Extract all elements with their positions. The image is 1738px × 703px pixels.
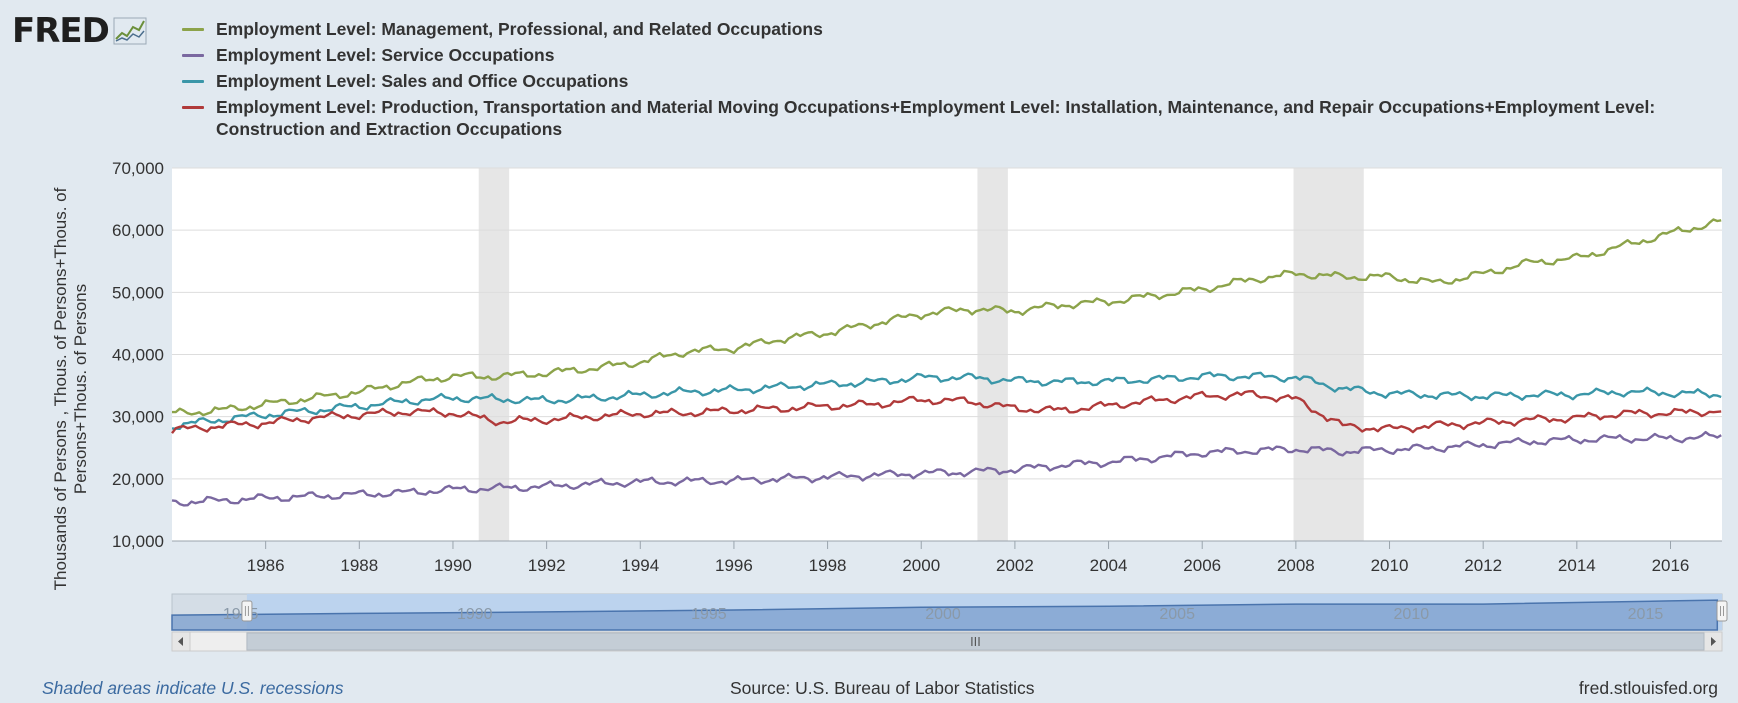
y-axis-label: Thousands of Persons , Thous. of Persons… <box>51 187 90 590</box>
y-axis-label-line-2: Persons+Thous. of Persons <box>71 284 90 494</box>
x-tick-label: 1986 <box>247 556 285 575</box>
scrollbar-grip-icon: III <box>970 635 981 649</box>
navigator-year-label: 2000 <box>925 606 961 623</box>
y-tick-label: 50,000 <box>112 283 164 302</box>
navigator-year-label: 2010 <box>1394 606 1430 623</box>
legend-label: Employment Level: Management, Profession… <box>216 19 823 39</box>
scrollbar-thumb[interactable] <box>246 632 1705 651</box>
sparkline-chart-icon <box>113 17 147 45</box>
navigator-year-label: 1995 <box>691 606 727 623</box>
x-tick-label: 2006 <box>1183 556 1221 575</box>
source-note: Source: U.S. Bureau of Labor Statistics <box>730 678 1035 698</box>
legend-swatch <box>182 28 204 31</box>
x-tick-label: 1994 <box>621 556 659 575</box>
fred-logo[interactable]: FRED <box>12 14 147 48</box>
range-navigator[interactable]: 1985 1990 1995 2000 2005 2010 2015 III <box>171 593 1728 652</box>
x-tick-label: 2012 <box>1464 556 1502 575</box>
y-axis-label-line-1: Thousands of Persons , Thous. of Persons… <box>51 187 70 590</box>
site-link[interactable]: fred.stlouisfed.org <box>1578 678 1718 698</box>
x-tick-label: 2002 <box>996 556 1034 575</box>
x-tick-label: 2014 <box>1558 556 1596 575</box>
y-tick-label: 30,000 <box>112 408 164 427</box>
y-tick-label: 60,000 <box>112 221 164 240</box>
y-tick-label: 20,000 <box>112 470 164 489</box>
y-tick-label: 10,000 <box>112 532 164 551</box>
x-tick-label: 2008 <box>1277 556 1315 575</box>
legend-swatch <box>182 106 204 109</box>
x-tick-label: 2004 <box>1090 556 1128 575</box>
legend-item-management[interactable]: Employment Level: Management, Profession… <box>182 18 1722 40</box>
chevron-right-icon <box>1711 637 1716 646</box>
series-line-production <box>171 390 1722 434</box>
x-tick-label: 2016 <box>1652 556 1690 575</box>
x-tick-label: 1998 <box>809 556 847 575</box>
legend-label: Employment Level: Service Occupations <box>216 45 555 65</box>
series-line-sales <box>171 371 1722 430</box>
navigator-right-handle[interactable] <box>1716 600 1728 622</box>
legend-swatch <box>182 80 204 83</box>
y-tick-label: 40,000 <box>112 346 164 365</box>
x-tick-label: 1988 <box>340 556 378 575</box>
x-tick-label: 2000 <box>902 556 940 575</box>
legend-label: Employment Level: Sales and Office Occup… <box>216 71 629 91</box>
plot-area: 10,000 20,000 30,000 40,000 50,000 60,000 70,0… <box>112 159 1722 575</box>
legend-label: Employment Level: Production, Transporta… <box>216 97 1656 139</box>
x-tick-label: 1996 <box>715 556 753 575</box>
x-tick-label: 1992 <box>528 556 566 575</box>
series-line-service <box>171 430 1722 507</box>
chevron-left-icon <box>178 637 183 646</box>
logo-text: FRED <box>12 11 110 51</box>
legend-swatch <box>182 54 204 57</box>
legend-item-service[interactable]: Employment Level: Service Occupations <box>182 44 1722 66</box>
series-line-management <box>171 218 1722 417</box>
legend-item-production[interactable]: Employment Level: Production, Transporta… <box>182 96 1722 140</box>
navigator-year-label: 1985 <box>223 606 259 623</box>
recession-note: Shaded areas indicate U.S. recessions <box>42 678 344 698</box>
navigator-year-label: 2005 <box>1159 606 1195 623</box>
x-tick-label: 2010 <box>1371 556 1409 575</box>
x-tick-label: 1990 <box>434 556 472 575</box>
navigator-series-area <box>171 599 1719 631</box>
chart-legend: Employment Level: Management, Profession… <box>182 18 1722 144</box>
navigator-left-handle[interactable] <box>241 600 253 622</box>
y-tick-label: 70,000 <box>112 159 164 178</box>
navigator-year-label: 2015 <box>1628 606 1664 623</box>
legend-item-sales[interactable]: Employment Level: Sales and Office Occup… <box>182 70 1722 92</box>
navigator-year-label: 1990 <box>457 606 493 623</box>
